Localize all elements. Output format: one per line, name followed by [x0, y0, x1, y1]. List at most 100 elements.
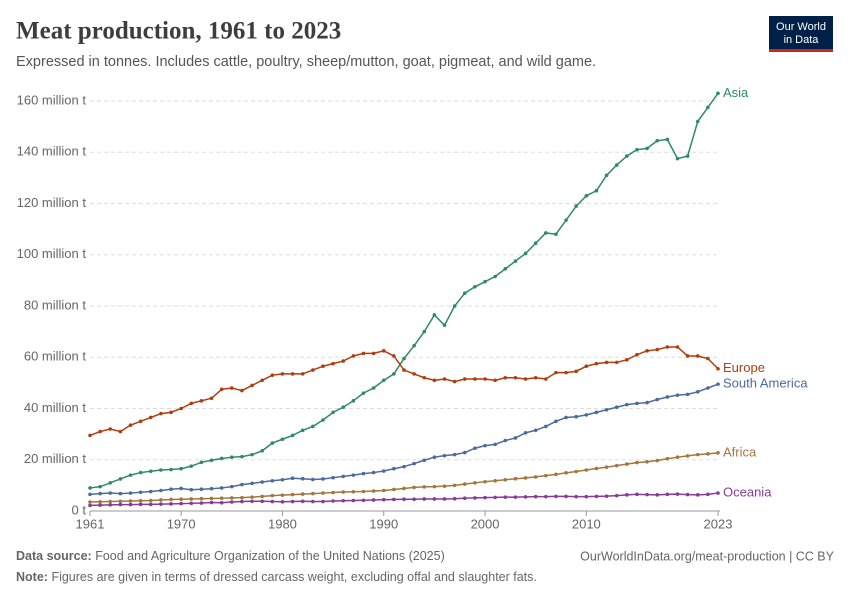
- data-point: [493, 495, 497, 500]
- logo-bar: [769, 49, 833, 52]
- data-point: [209, 496, 214, 501]
- data-point: [230, 386, 234, 390]
- data-point: [300, 476, 305, 481]
- data-point: [331, 361, 335, 366]
- data-point: [300, 499, 305, 504]
- data-point: [665, 395, 670, 399]
- data-point: [179, 497, 183, 502]
- data-point: [300, 372, 305, 376]
- data-point: [209, 396, 214, 401]
- data-point: [574, 494, 578, 499]
- data-point: [108, 491, 113, 495]
- data-point: [280, 477, 285, 482]
- data-point: [88, 503, 92, 508]
- data-point: [635, 460, 639, 465]
- data-point: [169, 497, 173, 502]
- data-point: [483, 443, 487, 448]
- data-point: [300, 492, 305, 496]
- data-point: [574, 414, 578, 419]
- data-point: [138, 502, 143, 507]
- data-point: [209, 458, 214, 463]
- data-point: [148, 498, 153, 503]
- data-point: [270, 441, 275, 445]
- y-tick-label: 160 million t: [17, 92, 87, 107]
- data-point: [503, 375, 508, 380]
- data-point: [189, 501, 194, 506]
- data-point: [361, 498, 366, 503]
- data-point: [189, 401, 194, 406]
- data-point: [554, 472, 558, 477]
- data-point: [503, 477, 508, 482]
- note-text: Figures are given in terms of dressed ca…: [51, 570, 536, 584]
- data-point: [706, 356, 710, 361]
- data-point: [503, 438, 508, 443]
- data-point: [614, 405, 619, 410]
- data-point: [270, 499, 275, 504]
- data-point: [564, 471, 568, 475]
- data-point: [564, 415, 568, 420]
- data-point: [311, 477, 315, 482]
- data-point: [321, 418, 325, 422]
- data-point: [614, 163, 619, 167]
- data-point: [270, 373, 275, 377]
- data-point: [422, 458, 427, 463]
- data-point: [108, 499, 113, 504]
- data-point: [594, 188, 599, 193]
- data-point: [533, 375, 538, 380]
- data-point: [442, 377, 447, 381]
- data-point: [533, 428, 538, 433]
- data-point: [635, 401, 639, 406]
- data-point: [159, 468, 163, 472]
- data-point: [311, 499, 315, 504]
- data-point: [341, 359, 346, 363]
- data-point: [675, 393, 680, 397]
- logo[interactable]: Our World in Data: [769, 16, 833, 52]
- data-point: [118, 502, 123, 507]
- x-tick-label: 2010: [572, 516, 601, 531]
- data-point: [462, 496, 467, 500]
- data-point: [554, 419, 558, 424]
- data-point: [422, 329, 427, 334]
- data-point: [240, 495, 244, 500]
- data-point: [230, 500, 234, 504]
- data-point: [381, 349, 386, 353]
- data-point: [290, 372, 295, 376]
- data-point: [442, 323, 447, 328]
- data-point: [655, 347, 660, 352]
- data-point: [361, 351, 366, 356]
- data-point: [432, 455, 437, 459]
- data-point: [685, 392, 690, 397]
- data-point: [523, 495, 528, 499]
- data-point: [138, 490, 143, 495]
- data-point: [402, 368, 406, 372]
- url[interactable]: OurWorldInData.org/meat-production | CC …: [580, 549, 834, 563]
- series-line: [89, 383, 719, 496]
- data-point: [513, 436, 518, 440]
- data-point: [148, 502, 153, 507]
- data-point: [270, 478, 275, 483]
- data-point: [179, 501, 183, 506]
- data-point: [341, 490, 346, 494]
- data-point: [442, 453, 447, 458]
- data-point: [695, 493, 700, 497]
- data-point: [604, 360, 609, 365]
- data-point: [260, 378, 264, 383]
- data-point: [584, 364, 589, 369]
- y-tick-label: 0 t: [72, 502, 87, 517]
- data-point: [513, 375, 518, 380]
- data-point: [706, 492, 710, 497]
- data-point: [645, 146, 649, 151]
- data-point: [655, 397, 660, 402]
- data-point: [392, 354, 396, 358]
- data-point: [108, 427, 113, 431]
- data-point: [351, 399, 356, 403]
- chart-title: Meat production, 1961 to 2023: [16, 18, 341, 45]
- data-point: [493, 442, 497, 447]
- data-point: [523, 377, 528, 381]
- data-point: [108, 503, 113, 507]
- data-point: [280, 499, 285, 504]
- data-point: [98, 429, 102, 434]
- x-tick-label: 2000: [471, 516, 500, 531]
- data-point: [392, 372, 396, 376]
- data-point: [341, 405, 346, 410]
